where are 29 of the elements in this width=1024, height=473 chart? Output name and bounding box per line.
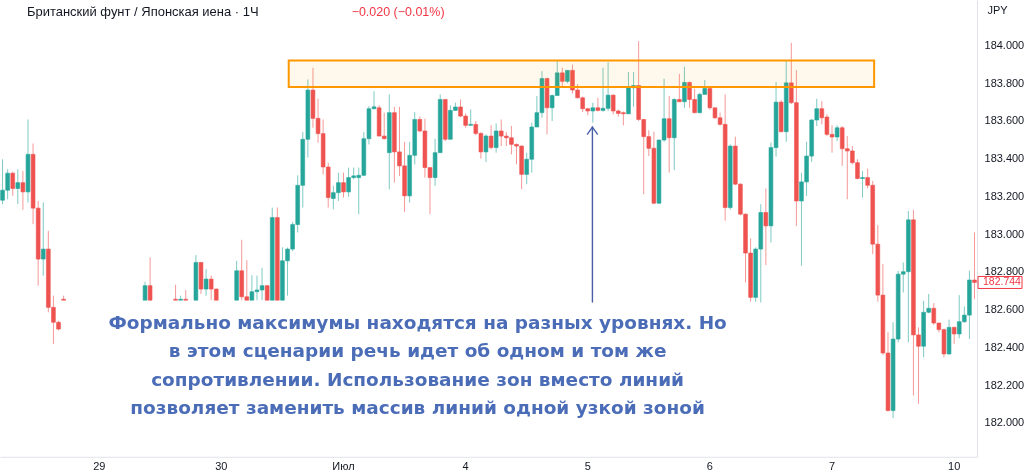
y-tick-label: 184.000	[984, 39, 1024, 51]
x-tick-label: 30	[215, 460, 228, 473]
y-axis-title: JPY	[987, 3, 1009, 16]
chart-subtitle: −0.020 (−0.01%)	[351, 5, 445, 20]
y-tick-label: 183.400	[984, 152, 1024, 165]
y-tick-label: 182.800	[984, 265, 1024, 278]
x-tick-label: 7	[828, 460, 836, 473]
y-tick-label: 183.200	[984, 189, 1024, 202]
candlestick	[468, 108, 473, 127]
candlestick	[173, 284, 178, 301]
x-tick-label: 10	[948, 460, 961, 473]
x-tick-label: 5	[584, 460, 591, 473]
text: 182.744	[983, 276, 1022, 288]
annotation: Формально максимумы находятся на разных уровнях. Но в этом сценарии речь идет об одном и том же сопротивлении. Использование зон вместо линий позволяет заменить массив линий одной узкой зоной	[108, 311, 727, 419]
candlestick	[183, 289, 188, 301]
candlestick	[595, 97, 601, 113]
y-tick-label: 183.800	[984, 76, 1024, 89]
y-tick-label: 182.000	[984, 416, 1024, 429]
x-tick-label: Июл	[332, 460, 355, 473]
y-tick-label: 183.600	[984, 114, 1024, 127]
y-tick-label: 182.200	[984, 378, 1024, 391]
x-tick-label: 29	[93, 460, 106, 473]
y-tick-label: 182.400	[984, 340, 1024, 353]
x-tick-label: 4	[462, 460, 469, 473]
chart-title: Британский фунт / Японская иена · 1Ч	[26, 4, 259, 20]
y-tick-label: 183.000	[984, 227, 1024, 240]
x-tick-label: 6	[706, 460, 713, 473]
y-tick-label: 182.600	[984, 303, 1024, 316]
candlestick	[951, 326, 957, 345]
